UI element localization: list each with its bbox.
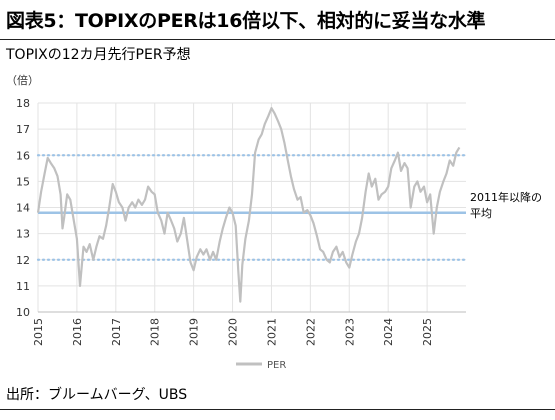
x-tick-label: 2017 xyxy=(110,318,123,346)
per-series-line xyxy=(36,107,461,303)
y-tick-label: 10 xyxy=(16,306,30,319)
source-note: 出所：ブルームバーグ、UBS xyxy=(6,387,188,403)
footer-divider xyxy=(0,409,555,410)
chart-subtitle: TOPIXの12カ月先行PER予想 xyxy=(6,47,191,63)
x-tick-label: 2024 xyxy=(382,318,395,346)
x-tick-label: 2023 xyxy=(343,318,356,346)
title-divider xyxy=(0,39,555,40)
x-axis-ticks: 2015 2016 2017 2018 2019 2020 2021 2022 2023 2024… xyxy=(32,318,434,346)
y-tick-label: 17 xyxy=(16,123,30,136)
average-label-line2: 平均 xyxy=(470,207,492,220)
y-tick-label: 13 xyxy=(16,228,30,241)
y-tick-label: 11 xyxy=(16,280,30,293)
y-tick-label: 14 xyxy=(16,202,30,215)
x-tick-label: 2022 xyxy=(304,318,317,346)
y-tick-label: 18 xyxy=(16,97,30,110)
y-tick-label: 16 xyxy=(16,149,30,162)
y-tick-label: 15 xyxy=(16,175,30,188)
legend: PER xyxy=(236,360,286,371)
y-axis-unit-label: （倍） xyxy=(6,73,39,87)
x-tick-label: 2020 xyxy=(227,318,240,346)
x-tick-label: 2019 xyxy=(188,318,201,346)
x-tick-label: 2018 xyxy=(149,318,162,346)
legend-label: PER xyxy=(267,360,286,371)
x-tick-label: 2015 xyxy=(32,318,45,346)
x-tick-label: 2021 xyxy=(265,318,278,346)
grid-lines xyxy=(37,102,466,313)
x-tick-label: 2025 xyxy=(421,318,434,346)
y-tick-label: 12 xyxy=(16,254,30,267)
x-tick-label: 2016 xyxy=(71,318,84,346)
y-axis-ticks: 10 11 12 13 14 15 16 17 18 xyxy=(16,97,30,319)
chart-title: 図表5：TOPIXのPERは16倍以下、相対的に妥当な水準 xyxy=(6,10,486,32)
average-label-line1: 2011年以降の xyxy=(470,190,542,204)
